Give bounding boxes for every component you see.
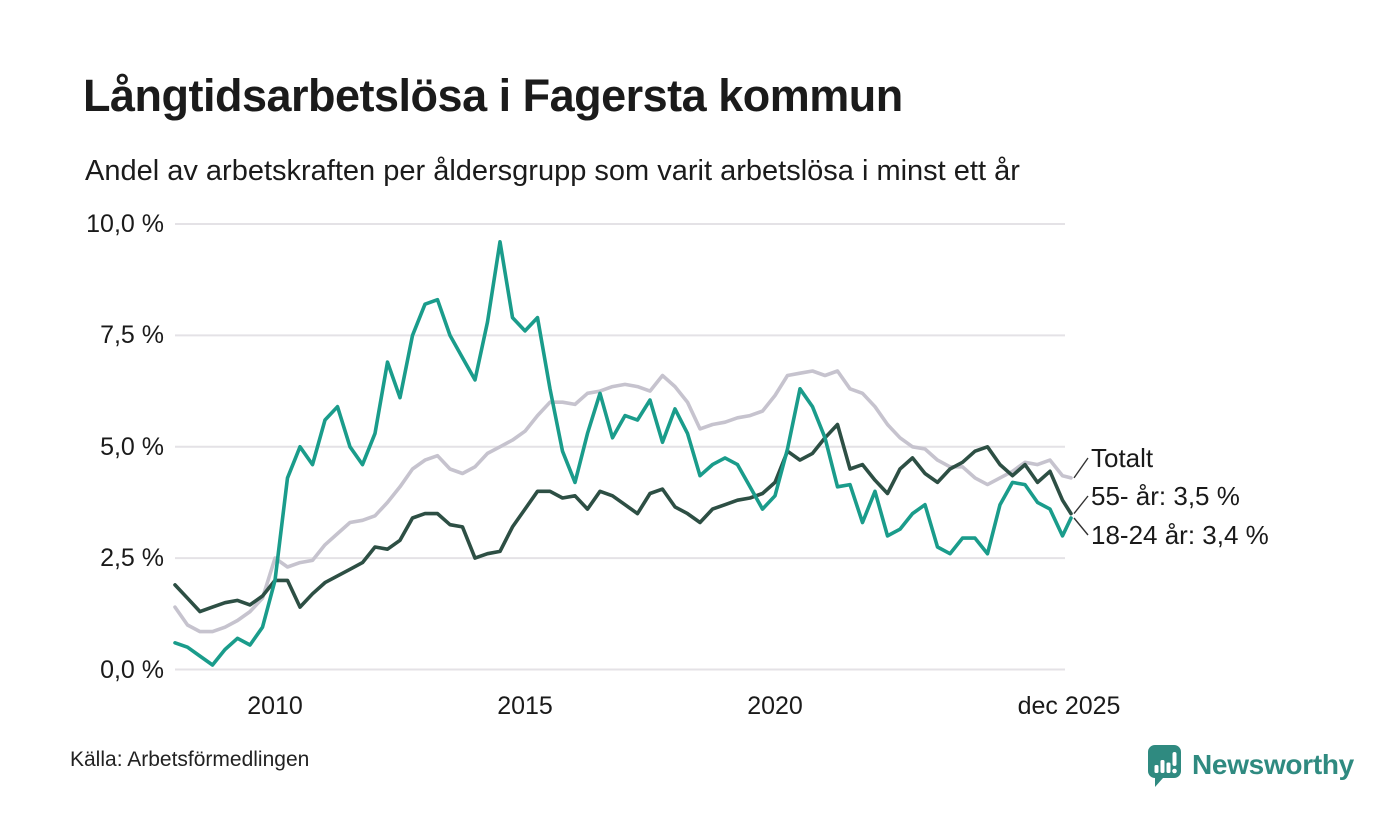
series-line [173, 240, 1073, 667]
y-tick-label: 7,5 % [100, 321, 164, 350]
series-line [173, 422, 1073, 614]
y-tick-label: 10,0 % [86, 210, 164, 238]
source-attribution: Källa: Arbetsförmedlingen [70, 748, 310, 771]
brand-logo: Newsworthy [1146, 743, 1354, 787]
logo-bar-2 [1160, 760, 1165, 773]
x-tick-label: 2020 [747, 692, 803, 720]
y-tick-label: 5,0 % [100, 432, 164, 461]
y-tick-label: 2,5 % [100, 544, 164, 573]
chart-subtitle: Andel av arbetskraften per åldersgrupp s… [85, 155, 1020, 187]
label-connector [1073, 457, 1089, 479]
x-tick-label: 2015 [497, 692, 553, 720]
x-tick-label: dec 2025 [1017, 692, 1121, 720]
label-connector [1073, 517, 1089, 536]
series-label-18-24-ar: 18-24 år: 3,4 % [1091, 520, 1269, 550]
label-connector [1073, 495, 1089, 515]
y-tick-label: 0,0 % [100, 655, 164, 684]
logo-bar-1 [1154, 765, 1159, 773]
newsworthy-logo-icon [1148, 745, 1181, 787]
logo-bar-3 [1166, 762, 1171, 773]
series-label-totalt: Totalt [1091, 443, 1154, 473]
series-line [173, 369, 1073, 634]
logo-exclamation-bar [1172, 752, 1177, 766]
x-tick-label: 2010 [247, 692, 303, 720]
series-label-55-ar: 55- år: 3,5 % [1091, 481, 1240, 511]
logo-exclamation-dot [1172, 768, 1177, 774]
page-title: Långtidsarbetslösa i Fagersta kommun [83, 70, 903, 121]
brand-name: Newsworthy [1192, 749, 1354, 780]
